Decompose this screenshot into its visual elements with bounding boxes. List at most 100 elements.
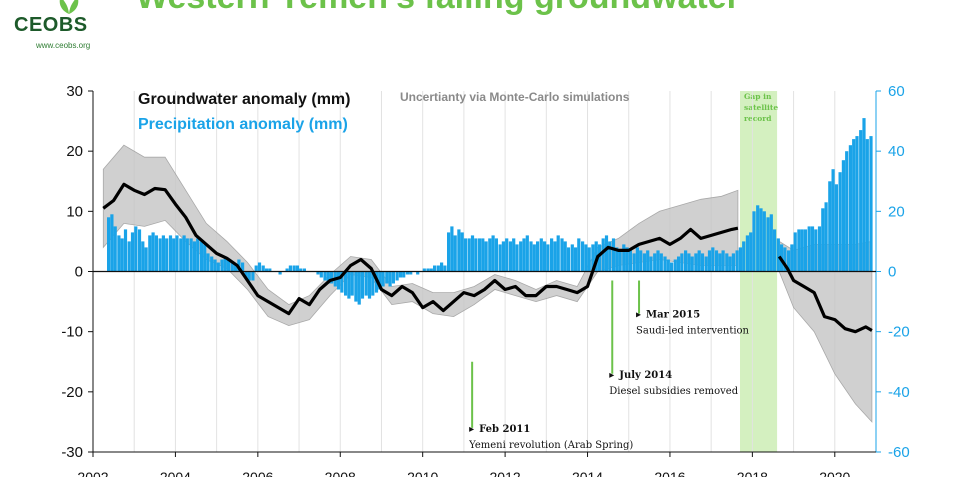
x-tick-label: 2014: [572, 469, 603, 477]
right-tick-label: 40: [888, 143, 905, 160]
precipitation-bar: [512, 238, 516, 272]
precipitation-bar: [773, 229, 777, 272]
precipitation-bar: [264, 268, 269, 272]
precipitation-bar: [731, 253, 735, 272]
precipitation-bar: [244, 271, 248, 278]
precipitation-bar: [254, 265, 258, 272]
precipitation-bar: [865, 139, 869, 272]
uncertainty-band: [102, 144, 739, 327]
precipitation-bar: [402, 271, 406, 278]
precipitation-bar: [570, 244, 574, 272]
precipitation-bar: [855, 136, 859, 272]
precipitation-bar: [230, 262, 234, 272]
precipitation-bar: [268, 268, 272, 272]
precipitation-bar: [646, 250, 650, 272]
precipitation-bar: [821, 208, 825, 272]
precipitation-bar: [467, 238, 471, 272]
precipitation-bar: [422, 268, 426, 272]
precipitation-bar: [440, 262, 444, 272]
precipitation-bar: [360, 271, 365, 299]
precipitation-bar: [663, 256, 667, 272]
precipitation-bar: [257, 262, 262, 272]
gap-label: satellite: [744, 103, 778, 112]
x-tick-label: 2002: [77, 469, 108, 477]
precipitation-bar: [697, 250, 701, 272]
precipitation-bar: [436, 265, 440, 272]
precipitation-bar: [477, 238, 482, 272]
right-tick-label: -40: [888, 384, 910, 401]
precipitation-bar: [714, 250, 719, 272]
precipitation-bar: [845, 151, 849, 272]
precipitation-bar: [604, 235, 609, 272]
left-tick-label: -10: [61, 324, 83, 341]
precipitation-bar: [501, 241, 505, 272]
precipitation-bar: [141, 241, 145, 272]
precipitation-bar: [807, 226, 811, 272]
precipitation-bar: [426, 268, 430, 272]
precipitation-bar: [337, 271, 341, 290]
precipitation-bar: [484, 241, 488, 272]
precipitation-bar: [196, 238, 200, 272]
precipitation-bar: [790, 244, 794, 272]
precipitation-bar: [735, 250, 739, 272]
precipitation-bar: [718, 253, 722, 272]
precipitation-bar: [123, 229, 128, 272]
left-tick-label: 10: [66, 203, 83, 220]
precipitation-bar: [385, 271, 389, 284]
precipitation-bar: [192, 241, 196, 272]
precipitation-bar: [848, 145, 852, 272]
precipitation-bar: [759, 208, 763, 272]
precipitation-bar: [350, 271, 354, 296]
precipitation-bar: [756, 205, 760, 272]
precipitation-bar: [618, 250, 622, 272]
precipitation-bar: [642, 253, 646, 272]
precipitation-bar: [711, 247, 715, 272]
precipitation-bar: [179, 238, 183, 272]
left-tick-label: -20: [61, 384, 83, 401]
precipitation-bar: [800, 229, 804, 272]
precipitation-bar: [182, 235, 186, 272]
precipitation-bar: [515, 244, 519, 272]
precipitation-bar: [838, 172, 842, 272]
precipitation-bar: [721, 250, 725, 272]
precipitation-bar: [168, 235, 173, 272]
precipitation-bar: [680, 253, 684, 272]
annotation-date: July 2014: [618, 370, 672, 381]
precipitation-bar: [725, 253, 729, 272]
precipitation-bar: [762, 211, 766, 272]
precipitation-bar: [165, 238, 169, 272]
annotation-date: Mar 2015: [646, 310, 700, 321]
precipitation-bar: [210, 256, 214, 272]
precipitation-bar: [776, 238, 780, 272]
precipitation-bar: [581, 241, 585, 272]
precipitation-bar: [460, 232, 464, 272]
precipitation-bar: [223, 256, 227, 272]
precipitation-bar: [357, 271, 361, 305]
precipitation-bar: [539, 238, 543, 272]
left-tick-label: 0: [75, 264, 83, 281]
precipitation-bar: [457, 229, 461, 272]
precipitation-bar: [560, 238, 564, 272]
precipitation-bar: [134, 226, 138, 272]
precipitation-bar: [653, 253, 657, 272]
precipitation-bar: [203, 244, 207, 272]
precipitation-bar: [525, 235, 529, 272]
precipitation-bar: [783, 247, 787, 272]
precipitation-bar: [158, 238, 162, 272]
groundwater-line: [777, 255, 873, 334]
precipitation-bar: [330, 271, 334, 284]
precipitation-bar: [704, 256, 708, 272]
precipitation-bar: [563, 241, 567, 272]
precipitation-bar: [395, 271, 399, 281]
precipitation-bar: [803, 229, 808, 272]
logo-url[interactable]: www.ceobs.org: [36, 41, 91, 50]
x-tick-label: 2008: [325, 469, 356, 477]
annotation-description: Diesel subsidies removed: [609, 386, 738, 397]
x-tick-label: 2016: [654, 469, 685, 477]
precipitation-bar: [622, 244, 626, 272]
precipitation-bar: [130, 232, 135, 272]
precipitation-bar: [694, 253, 698, 272]
precipitation-bar: [494, 238, 498, 272]
precipitation-bar: [285, 268, 289, 272]
